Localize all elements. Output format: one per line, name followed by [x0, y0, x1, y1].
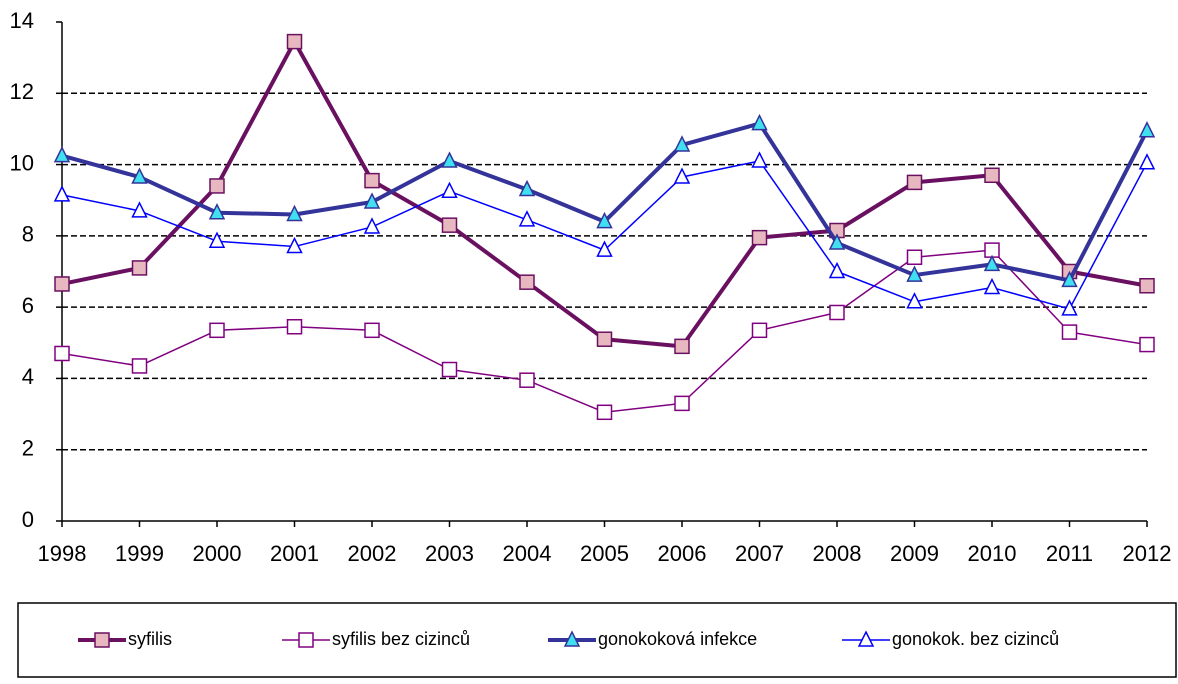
marker — [519, 372, 535, 388]
x-tick-label: 2002 — [348, 541, 397, 566]
x-tick-label: 2006 — [658, 541, 707, 566]
y-tick-label: 10 — [10, 150, 34, 175]
marker — [519, 274, 535, 290]
marker — [131, 201, 148, 218]
y-tick-label: 4 — [22, 364, 34, 389]
x-tick-label: 1998 — [38, 541, 87, 566]
marker — [1061, 270, 1078, 288]
marker — [94, 632, 110, 648]
marker — [984, 167, 1000, 184]
x-tick-label: 2000 — [193, 541, 242, 566]
marker — [363, 192, 381, 209]
marker — [54, 345, 70, 362]
marker — [673, 135, 691, 152]
marker — [906, 292, 923, 309]
marker — [983, 277, 1001, 295]
marker — [54, 276, 70, 292]
marker — [208, 231, 226, 248]
x-tick-label: 2007 — [735, 541, 784, 566]
marker — [131, 167, 148, 184]
marker — [286, 204, 303, 222]
legend-label: gonokok. bez cizinců — [892, 629, 1059, 649]
x-tick-label: 2005 — [580, 541, 629, 566]
marker — [441, 361, 458, 378]
marker — [906, 265, 923, 282]
marker — [364, 172, 380, 189]
x-tick-label: 2010 — [968, 541, 1017, 566]
y-tick-label: 6 — [22, 293, 34, 318]
legend-label: syfilis bez cizinců — [332, 629, 470, 649]
x-tick-label: 2003 — [425, 541, 474, 566]
marker — [751, 229, 768, 246]
marker — [751, 322, 768, 339]
marker — [828, 261, 846, 279]
legend-box — [17, 602, 1177, 678]
marker — [441, 181, 458, 199]
legend-label: gonokoková infekce — [598, 629, 757, 649]
marker — [1061, 299, 1078, 316]
marker — [563, 630, 581, 647]
marker — [596, 331, 613, 347]
marker — [518, 179, 536, 197]
marker — [131, 260, 148, 276]
marker — [363, 217, 381, 234]
marker — [751, 113, 768, 131]
x-tick-label: 2001 — [270, 541, 319, 566]
marker — [751, 151, 768, 168]
marker — [209, 322, 225, 339]
marker — [857, 630, 875, 647]
marker — [441, 217, 458, 233]
y-tick-label: 14 — [10, 8, 34, 33]
marker — [674, 395, 690, 412]
legend: syfilis syfilis bez cizinců gonokoková inf… — [78, 629, 1059, 649]
marker — [208, 203, 226, 220]
marker — [298, 632, 314, 648]
marker — [1061, 324, 1078, 340]
marker — [829, 304, 845, 321]
y-tick-label: 12 — [10, 79, 34, 104]
marker — [1139, 336, 1155, 353]
marker — [596, 211, 613, 229]
marker — [906, 249, 923, 265]
x-tick-label: 2012 — [1123, 541, 1172, 566]
y-tick-label: 0 — [22, 507, 34, 532]
marker — [364, 322, 380, 339]
series-line — [61, 39, 1148, 349]
marker — [53, 145, 71, 163]
marker — [209, 178, 225, 194]
marker — [828, 233, 846, 250]
marker — [1139, 278, 1155, 294]
marker — [441, 151, 458, 168]
marker — [1138, 121, 1156, 138]
y-tick-label: 8 — [22, 222, 34, 247]
marker — [53, 185, 71, 202]
marker — [906, 174, 923, 191]
marker — [1138, 153, 1156, 170]
x-tick-label: 2008 — [813, 541, 862, 566]
marker — [674, 338, 690, 355]
y-tick-label: 2 — [22, 436, 34, 461]
x-tick-label: 1999 — [115, 541, 164, 566]
x-tick-label: 2004 — [503, 541, 552, 566]
marker — [131, 358, 148, 374]
x-tick-label: 2011 — [1046, 541, 1093, 566]
marker — [983, 254, 1001, 272]
marker — [518, 210, 536, 227]
marker — [286, 33, 303, 50]
marker — [673, 167, 691, 184]
legend-label: syfilis — [128, 629, 172, 649]
marker — [596, 240, 613, 257]
marker — [286, 236, 303, 254]
marker — [596, 404, 613, 421]
marker — [286, 318, 303, 335]
x-tick-label: 2009 — [890, 541, 939, 566]
